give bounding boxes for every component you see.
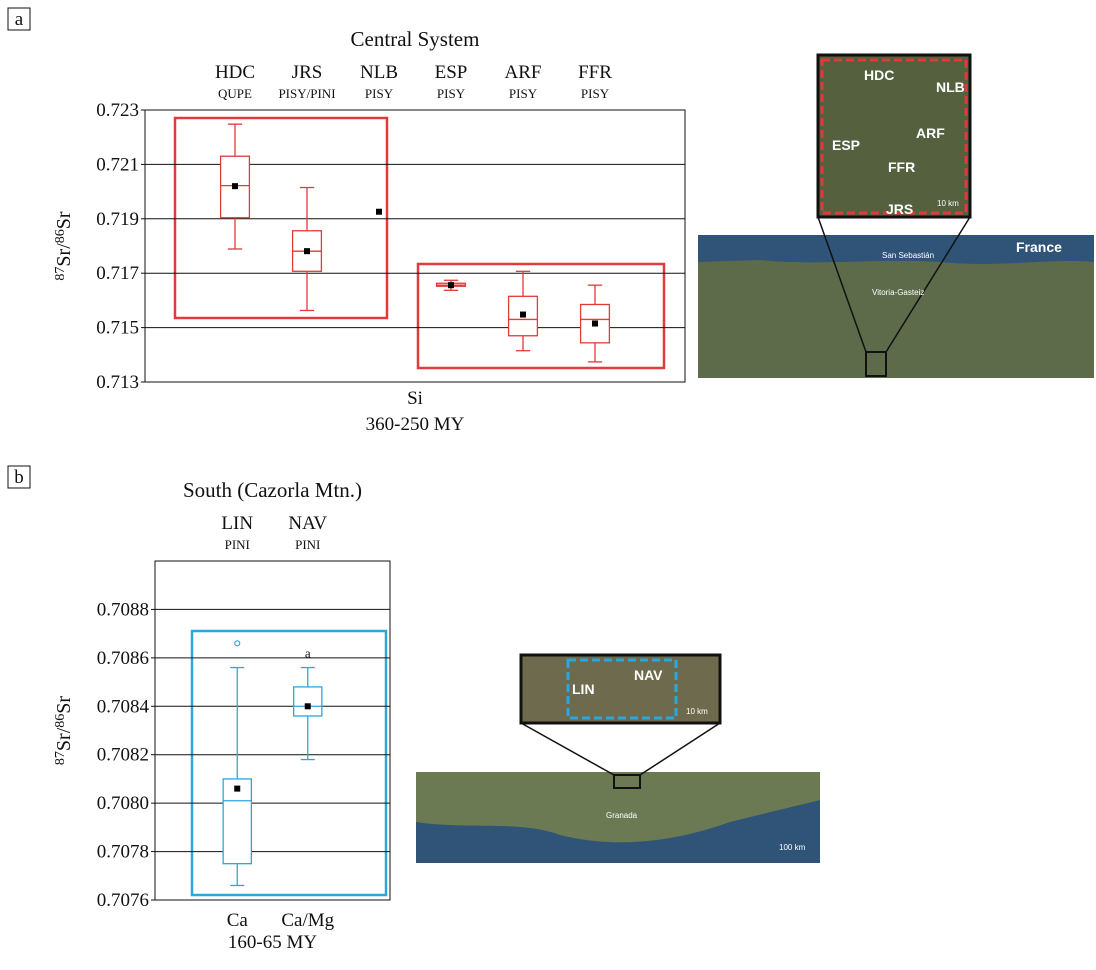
- y-tick-label: 0.713: [96, 372, 139, 393]
- outlier: [234, 640, 241, 647]
- inset: [816, 53, 972, 219]
- map-b: LIN NAV 10 km Granada 100 km: [416, 653, 820, 863]
- mean: [376, 208, 382, 215]
- country-label: France: [1016, 239, 1062, 255]
- mean: [448, 282, 454, 289]
- y-axis-label-part: 86: [53, 229, 68, 243]
- site-label: LIN: [572, 681, 595, 697]
- panel-label-box: [7, 465, 31, 489]
- site-label: ARF: [916, 125, 945, 141]
- y-axis-label-part: Sr: [53, 211, 75, 229]
- mean: [304, 248, 310, 255]
- mean: [304, 703, 311, 710]
- y-axis-label-part: Sr: [53, 696, 75, 714]
- scale-label: 100 km: [779, 843, 806, 852]
- y-tick-label: 0.7086: [97, 648, 149, 669]
- category-label: FFR: [578, 62, 612, 83]
- y-tick-label: 0.721: [96, 154, 139, 175]
- y-tick-label: 0.7084: [97, 696, 150, 717]
- city-label: San Sebastián: [882, 251, 934, 260]
- sea: [416, 800, 820, 863]
- zoom-box: [865, 351, 887, 377]
- x-axis-sublabel: 360-250 MY: [366, 414, 465, 435]
- map-a: HDC NLB ESP ARF FFR JRS 10 km France San…: [698, 53, 1094, 378]
- y-axis-label-part: Sr/: [53, 243, 75, 267]
- panel-label: a: [15, 9, 24, 30]
- category-sublabel: PISY: [509, 86, 538, 101]
- mean: [232, 183, 238, 190]
- y-axis-label: 87Sr/86Sr: [53, 211, 75, 280]
- plot-frame: [154, 560, 391, 901]
- category-label: LIN: [221, 513, 253, 534]
- sea: [698, 235, 1094, 264]
- site-label: FFR: [888, 159, 915, 175]
- category-label: ESP: [435, 62, 468, 83]
- group-outline: [173, 116, 389, 320]
- y-tick-label: 0.715: [96, 318, 139, 339]
- zoom-line: [520, 722, 615, 776]
- zoom-box: [613, 774, 641, 789]
- inset-outline: [820, 58, 968, 215]
- group-outline: [416, 262, 666, 370]
- y-tick-label: 0.7078: [97, 842, 149, 863]
- chart-title: Central System: [351, 27, 480, 51]
- annotation: a: [305, 646, 311, 661]
- panel-label: b: [14, 467, 24, 488]
- y-tick-label: 0.7088: [97, 599, 149, 620]
- chart-title: South (Cazorla Mtn.): [183, 478, 362, 502]
- y-tick-label: 0.723: [96, 100, 139, 121]
- inset: [519, 653, 722, 725]
- category-sublabel: PINI: [225, 537, 250, 552]
- mean: [234, 785, 241, 792]
- site-label: ESP: [832, 137, 860, 153]
- category-label: HDC: [215, 62, 255, 83]
- city-label: Vitoria-Gasteiz: [872, 288, 924, 297]
- y-tick-label: 0.717: [96, 263, 139, 284]
- scale-label: 10 km: [937, 199, 959, 208]
- box: [222, 778, 252, 865]
- y-axis-label-part: 87: [53, 267, 68, 281]
- y-axis-label-part: 87: [53, 751, 68, 765]
- mean: [592, 320, 598, 327]
- category-sublabel: PINI: [295, 537, 320, 552]
- box: [292, 686, 323, 717]
- category-label: ARF: [505, 62, 542, 83]
- y-tick-label: 0.719: [96, 209, 139, 230]
- category-sublabel: PISY: [437, 86, 466, 101]
- site-label: NLB: [936, 79, 965, 95]
- scale-label: 10 km: [686, 707, 708, 716]
- x-axis-sublabel: 160-65 MY: [228, 932, 317, 953]
- category-label: JRS: [292, 62, 323, 83]
- y-tick-label: 0.7076: [97, 890, 149, 911]
- y-axis-label-part: Sr/: [53, 727, 75, 751]
- zoom-line: [817, 216, 867, 353]
- x-tick-label: Ca/Mg: [281, 910, 334, 931]
- x-axis-label: Si: [407, 388, 423, 409]
- y-axis-label: 87Sr/86Sr: [53, 696, 75, 765]
- site-label: HDC: [864, 67, 894, 83]
- category-label: NLB: [360, 62, 398, 83]
- mean: [520, 311, 526, 318]
- inset-outline: [566, 658, 678, 720]
- category-sublabel: PISY: [581, 86, 610, 101]
- zoom-line: [885, 216, 971, 353]
- zoom-line: [639, 722, 721, 776]
- y-tick-label: 0.7080: [97, 793, 149, 814]
- site-label: JRS: [886, 201, 913, 217]
- category-sublabel: QUPE: [218, 86, 252, 101]
- panel-label-box: [7, 7, 31, 31]
- y-axis-label-part: 86: [53, 714, 68, 728]
- site-label: NAV: [634, 667, 663, 683]
- category-label: NAV: [288, 513, 327, 534]
- group-outline: [190, 629, 388, 897]
- category-sublabel: PISY: [365, 86, 394, 101]
- y-tick-label: 0.7082: [97, 745, 149, 766]
- x-tick-label: Ca: [227, 910, 249, 931]
- city-label: Granada: [606, 811, 638, 820]
- category-sublabel: PISY/PINI: [278, 86, 335, 101]
